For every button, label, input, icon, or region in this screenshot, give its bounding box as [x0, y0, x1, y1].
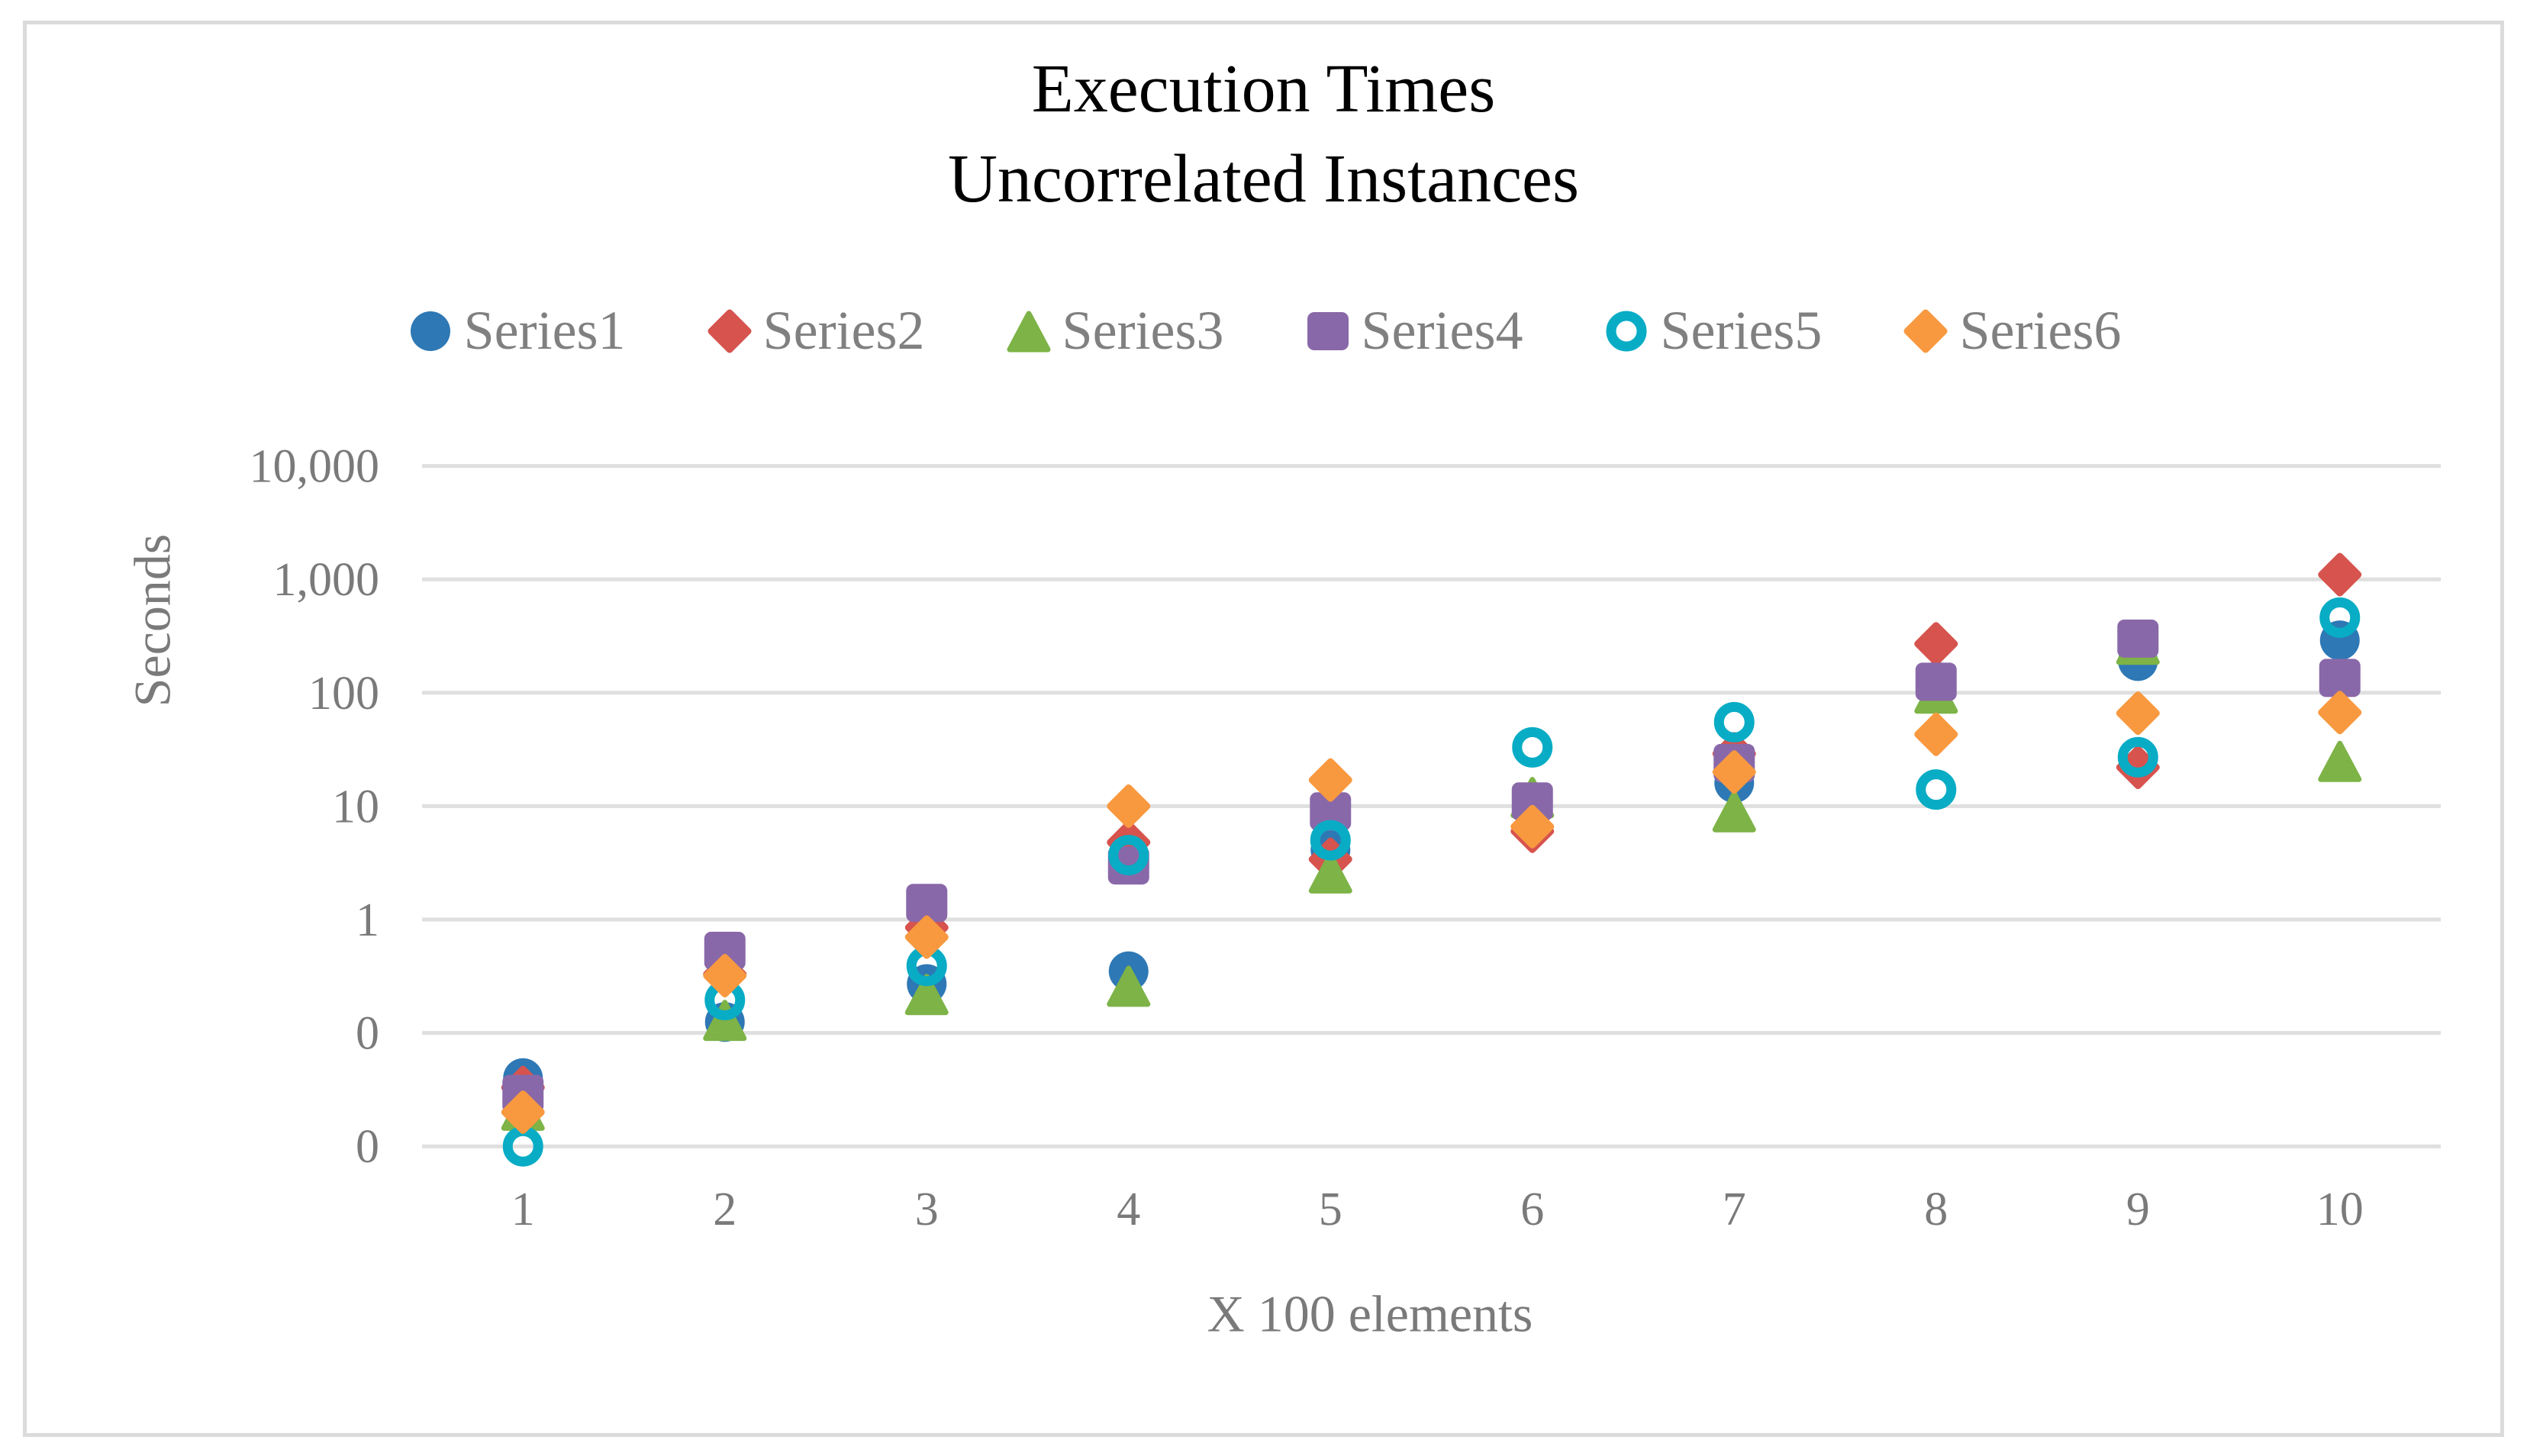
y-tick-label: 1 — [356, 894, 379, 946]
legend-item-series3: Series3 — [1004, 299, 1224, 362]
series4-legend-marker — [1307, 311, 1349, 350]
x-tick-label: 6 — [1520, 1184, 1544, 1235]
x-tick-label: 3 — [915, 1184, 939, 1235]
series6-marker — [1510, 804, 1555, 849]
series6-marker — [2116, 691, 2160, 736]
series3-marker — [904, 974, 949, 1016]
legend-label: Series6 — [1959, 300, 2122, 361]
series4-marker — [1511, 782, 1553, 821]
series5-marker — [1310, 820, 1351, 861]
series1-legend-marker — [410, 311, 450, 351]
series6-marker — [1712, 750, 1756, 794]
series6-marker — [904, 915, 949, 959]
series5-legend-marker — [1606, 311, 1647, 351]
series5-marker — [1108, 835, 1149, 876]
legend-item-series2: Series2 — [705, 299, 925, 362]
series6-marker — [2318, 691, 2362, 735]
x-tick-label: 1 — [511, 1184, 535, 1235]
series4-marker — [1310, 792, 1352, 831]
series6-legend-marker-icon — [1903, 309, 1948, 353]
series4-marker — [1915, 662, 1957, 701]
series6-marker — [501, 1090, 545, 1134]
series4-legend-marker-icon — [1307, 311, 1349, 350]
series4-marker — [2117, 619, 2159, 658]
series6-marker — [1107, 784, 1151, 828]
legend-item-series5: Series5 — [1602, 299, 1822, 362]
series5-marker — [1916, 769, 1957, 810]
series2-legend-marker — [707, 309, 752, 353]
series5-marker — [2117, 736, 2158, 778]
chart-title-line2: Uncorrelated Instances — [947, 141, 1580, 217]
series6-marker — [703, 954, 747, 998]
legend-item-series6: Series6 — [1901, 299, 2121, 362]
series2-legend-marker-icon — [707, 309, 752, 353]
x-axis-title: X 100 elements — [1207, 1284, 1533, 1343]
series6-marker — [1914, 712, 1958, 756]
series1-legend-marker-icon — [410, 311, 450, 351]
series5-legend-marker-icon — [1606, 311, 1647, 351]
x-tick-label: 4 — [1117, 1184, 1140, 1235]
series5-marker — [1713, 701, 1755, 742]
y-tick-label: 0 — [356, 1121, 379, 1173]
series3-marker — [2318, 740, 2362, 782]
chart-title: Execution Times Uncorrelated Instances — [0, 44, 2527, 224]
series6-marker — [1308, 758, 1352, 802]
series2-marker — [2318, 552, 2362, 597]
series5-marker — [2319, 597, 2361, 638]
series3-marker — [1308, 852, 1352, 894]
series4-marker — [704, 931, 746, 970]
y-axis-title: Seconds — [123, 533, 182, 707]
x-tick-label: 7 — [1723, 1184, 1746, 1235]
chart-border — [23, 21, 2504, 1437]
y-tick-label: 10,000 — [250, 441, 380, 493]
series3-marker — [703, 1000, 747, 1042]
series3-legend-marker-icon — [1007, 311, 1051, 352]
series3-legend-marker — [1007, 311, 1051, 352]
legend-item-series1: Series1 — [406, 299, 626, 362]
x-tick-label: 10 — [2316, 1184, 2364, 1235]
series2-marker — [1914, 622, 1958, 666]
legend-item-series4: Series4 — [1304, 299, 1523, 362]
series4-marker — [2319, 659, 2361, 697]
series6-legend-marker — [1903, 309, 1948, 353]
legend-label: Series1 — [463, 300, 626, 361]
x-tick-label: 8 — [1924, 1184, 1948, 1235]
x-tick-label: 5 — [1319, 1184, 1342, 1235]
x-tick-label: 2 — [713, 1184, 737, 1235]
legend-label: Series5 — [1660, 300, 1823, 361]
series3-marker — [1712, 791, 1756, 833]
legend-label: Series3 — [1062, 300, 1224, 361]
series3-marker — [1107, 965, 1151, 1007]
series4-marker — [906, 884, 948, 923]
x-tick-label: 9 — [2126, 1184, 2150, 1235]
y-tick-label: 0 — [356, 1008, 379, 1060]
legend-label: Series2 — [762, 300, 925, 361]
chart-title-line1: Execution Times — [1031, 51, 1496, 127]
legend-label: Series4 — [1361, 300, 1523, 361]
y-tick-label: 100 — [308, 668, 379, 720]
y-tick-label: 1,000 — [273, 554, 380, 606]
legend: Series1 Series2 Series3 Series4 Series5 Serie… — [0, 299, 2527, 362]
y-tick-label: 10 — [332, 781, 379, 833]
series5-marker — [1512, 726, 1553, 768]
